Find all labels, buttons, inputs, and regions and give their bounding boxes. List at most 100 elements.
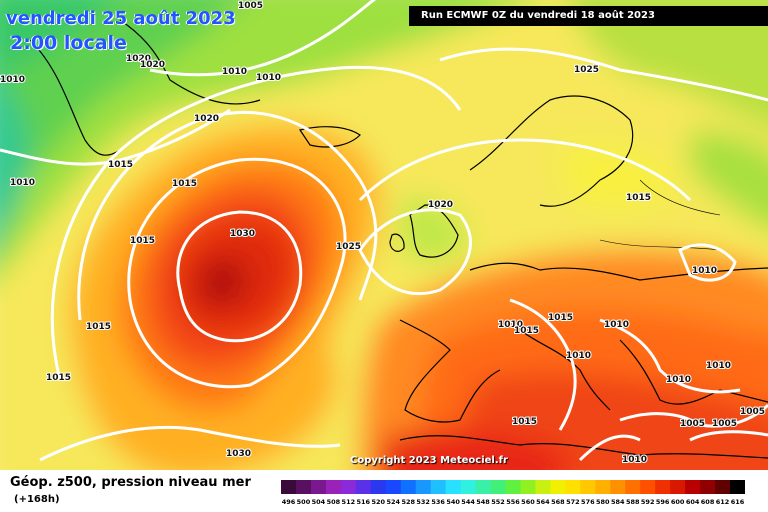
color-scale: 496 500 504 508 512 516 520 524 528 532 536 540 544 5… <box>281 480 745 506</box>
geopotential-field <box>0 0 768 470</box>
isobar-label: 1015 <box>626 193 651 203</box>
greenland-south-coast <box>119 19 261 105</box>
color-scale-swatch <box>460 480 477 494</box>
color-scale-label: 600 <box>671 498 685 506</box>
color-scale-label: 616 <box>731 498 745 506</box>
isobar-label: 1010 <box>0 75 25 85</box>
color-scale-swatch <box>535 480 551 494</box>
copyright-notice: Copyright 2023 Meteociel.fr <box>350 455 508 466</box>
color-scale-swatch <box>340 480 357 494</box>
color-scale-label: 596 <box>656 498 670 506</box>
isobar-label: 1030 <box>230 229 255 239</box>
greenland-coast <box>29 39 121 156</box>
italy <box>519 329 611 411</box>
color-scale-swatch <box>550 480 566 494</box>
isobar-label: 1020 <box>194 114 219 124</box>
isobar-label: 1010 <box>498 320 523 330</box>
north-europe-coast <box>469 262 768 281</box>
color-scale-label: 496 <box>282 498 296 506</box>
isobar-1010-south <box>578 434 641 462</box>
isobar-label: 1005 <box>740 407 765 417</box>
color-scale-label: 560 <box>521 498 535 506</box>
legend-title: Géop. z500, pression niveau mer <box>10 475 251 490</box>
color-scale-swatch <box>670 480 686 494</box>
isobar-label: 1025 <box>336 242 361 252</box>
color-scale-label: 520 <box>372 498 386 506</box>
isobar-label: 1020 <box>126 54 151 64</box>
color-scale-label: 540 <box>446 498 460 506</box>
color-scale-swatch <box>700 480 716 494</box>
borders <box>599 179 721 251</box>
isobar-label: 1005 <box>238 1 263 11</box>
isobar-label: 1015 <box>108 160 133 170</box>
color-scale-label: 572 <box>566 498 580 506</box>
color-scale-swatch <box>310 480 327 494</box>
isobar-label: 1010 <box>692 266 717 276</box>
color-scale-swatch <box>281 480 297 494</box>
color-scale-swatch <box>580 480 596 494</box>
isobar-1015-south <box>39 425 341 462</box>
scandinavia <box>469 95 634 207</box>
isobar-labels: 1005 1020 1020 1010 1010 1010 1025 1020 … <box>0 0 766 466</box>
color-scale-label: 580 <box>596 498 610 506</box>
color-scale-label: 612 <box>716 498 730 506</box>
color-scale-swatch <box>370 480 387 494</box>
ireland <box>389 233 405 252</box>
color-scale-label: 548 <box>476 498 490 506</box>
isobar-label: 1010 <box>604 320 629 330</box>
north-africa-coast <box>399 435 768 459</box>
color-scale-swatch <box>295 480 312 494</box>
color-scale-swatch <box>355 480 372 494</box>
isobar-label: 1015 <box>512 417 537 427</box>
color-scale-swatch <box>730 480 745 494</box>
isobar-label: 1010 <box>622 455 647 465</box>
iberia <box>399 319 501 423</box>
isobar-1020-britain <box>358 208 472 296</box>
color-scale-label: 532 <box>416 498 430 506</box>
color-scale-swatch <box>325 480 342 494</box>
isobar-label: 1025 <box>574 65 599 75</box>
color-scale-label: 584 <box>611 498 625 506</box>
isobar-1015-italy <box>509 298 577 431</box>
isobar-1010-balkans <box>599 318 741 394</box>
isobar-label: 1015 <box>514 326 539 336</box>
color-scale-swatch <box>655 480 671 494</box>
color-scale-swatch <box>640 480 656 494</box>
color-scale-label: 512 <box>342 498 356 506</box>
isobar-1015 <box>50 65 462 381</box>
color-scale-swatch <box>625 480 641 494</box>
isobar-1015-north <box>0 108 231 166</box>
color-scale-swatch <box>685 480 701 494</box>
color-scale-swatch <box>715 480 731 494</box>
isobar-label: 1010 <box>10 178 35 188</box>
isobar-label: 1015 <box>86 322 111 332</box>
color-scale-label: 528 <box>401 498 415 506</box>
color-scale-label: 564 <box>536 498 550 506</box>
color-scale-label: 568 <box>551 498 565 506</box>
color-scale-label: 516 <box>357 498 371 506</box>
isobar-1030 <box>176 210 303 343</box>
isobar-label: 1015 <box>130 236 155 246</box>
isobars <box>0 0 768 460</box>
color-scale-swatch <box>565 480 581 494</box>
isobar-1025-europe <box>358 138 692 202</box>
color-scale-swatch <box>475 480 492 494</box>
color-scale-swatch <box>445 480 462 494</box>
color-scale-label: 500 <box>297 498 311 506</box>
color-scale-label: 536 <box>431 498 445 506</box>
coastlines <box>29 19 768 459</box>
color-scale-swatch <box>385 480 402 494</box>
lead-time: (+168h) <box>14 494 60 505</box>
color-scale-swatch <box>490 480 507 494</box>
geopotential-map: 1005 1020 1020 1010 1010 1010 1025 1020 … <box>0 0 768 470</box>
map-area: 1005 1020 1020 1010 1010 1010 1025 1020 … <box>0 0 768 470</box>
color-scale-label: 576 <box>581 498 595 506</box>
isobar-label: 1010 <box>706 361 731 371</box>
isobar-1010-east <box>678 243 737 282</box>
color-scale-label: 592 <box>641 498 655 506</box>
isobar-label: 1005 <box>680 419 705 429</box>
color-scale-swatch <box>415 480 432 494</box>
isobar-label: 1010 <box>222 67 247 77</box>
color-scale-label: 524 <box>386 498 400 506</box>
